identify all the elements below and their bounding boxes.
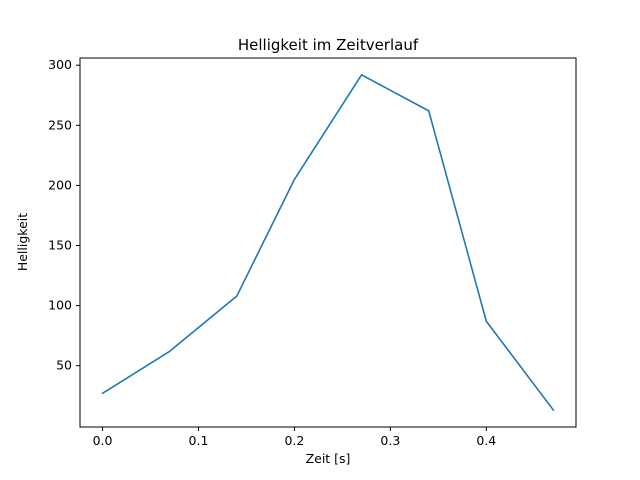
y-tick-label: 50 [56, 358, 72, 373]
x-tick-label: 0.1 [189, 433, 209, 448]
x-tick-label: 0.4 [476, 433, 496, 448]
y-tick-label: 100 [48, 298, 72, 313]
y-tick-label: 250 [48, 117, 72, 132]
y-tick-label: 200 [48, 177, 72, 192]
axes-spines [79, 57, 577, 428]
x-tick-label: 0.3 [380, 433, 400, 448]
x-axis-label: Zeit [s] [306, 451, 351, 466]
y-tick-label: 150 [48, 238, 72, 253]
y-axis-label: Helligkeit [15, 213, 30, 271]
x-tick-label: 0.0 [93, 433, 113, 448]
y-tick-label: 300 [48, 57, 72, 72]
plot-area: 0.0 0.1 0.2 0.3 0.4 50 100 150 200 250 300 [48, 57, 577, 448]
chart-title: Helligkeit im Zeitverlauf [238, 36, 419, 54]
x-tick-label: 0.2 [284, 433, 304, 448]
data-line [101, 74, 555, 411]
